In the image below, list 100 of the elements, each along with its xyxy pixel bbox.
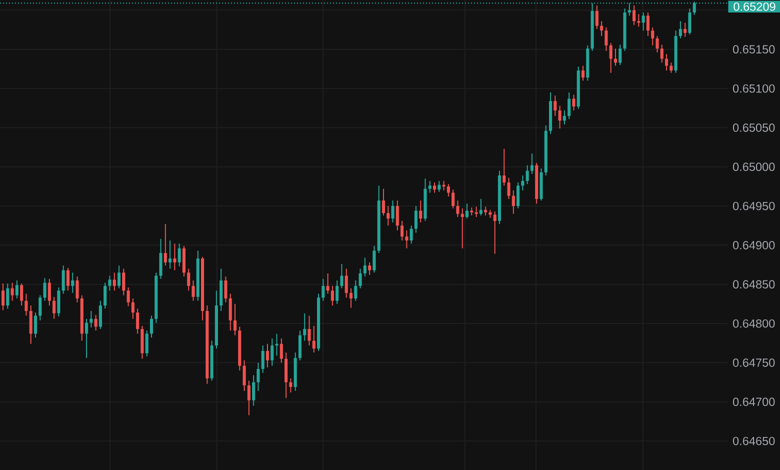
candlestick [526, 164, 529, 185]
candlestick [595, 4, 598, 30]
candlestick [368, 262, 372, 276]
candlestick [460, 208, 464, 249]
candlestick [452, 189, 455, 209]
candlestick [15, 280, 18, 299]
y-tick-label: 0.64950 [732, 202, 775, 210]
candlestick [308, 315, 311, 346]
y-tick-label: 0.65150 [732, 45, 775, 54]
candlestick [20, 283, 24, 306]
candlestick [126, 286, 130, 307]
y-tick-label: 0.64800 [732, 319, 775, 328]
candlestick [168, 240, 172, 270]
candlestick [428, 180, 432, 194]
candlestick [104, 282, 107, 310]
candlestick [94, 314, 98, 332]
candlestick [233, 303, 237, 336]
candlestick [336, 280, 339, 304]
candlestick [554, 95, 557, 116]
candlestick [688, 8, 692, 35]
candlestick [10, 282, 14, 302]
candlestick [256, 362, 260, 392]
candlestick [145, 330, 148, 357]
candlestick [71, 272, 74, 294]
candlestick [108, 275, 112, 292]
candlestick [419, 200, 422, 223]
candlestick [614, 48, 618, 66]
candlestick [261, 344, 264, 374]
candlestick [29, 304, 32, 344]
candlestick [632, 4, 636, 26]
candlestick [85, 318, 88, 358]
candlestick [637, 14, 640, 28]
candlestick [493, 210, 496, 254]
candlestick [572, 94, 576, 111]
y-tick-label: 0.65050 [732, 124, 775, 132]
candlestick [684, 22, 687, 38]
candlestick [604, 26, 608, 52]
candlestick [224, 276, 228, 303]
candlestick [344, 268, 348, 298]
candlestick [159, 238, 162, 280]
candlestick [651, 26, 654, 46]
candlestick [34, 312, 38, 338]
candlestick [446, 184, 450, 198]
candlestick [131, 298, 134, 320]
candlestick [568, 92, 571, 120]
candlestick [512, 190, 515, 214]
candlestick [66, 267, 70, 292]
candlestick [178, 243, 181, 267]
candlestick [646, 12, 650, 37]
candlestick [122, 268, 126, 296]
candlestick [465, 203, 469, 220]
candlestick [247, 380, 250, 416]
candlestick [136, 308, 140, 334]
candlestick [322, 278, 325, 302]
y-tick-label: 0.65000 [732, 162, 775, 172]
candlestick [456, 200, 460, 218]
candlestick [76, 276, 79, 303]
candlestick [618, 44, 622, 66]
candlestick [642, 12, 645, 32]
candlestick [252, 374, 256, 406]
candlestick [24, 293, 28, 316]
candlestick [98, 300, 102, 330]
candlestick [326, 272, 330, 294]
ref-line-label: 0.65209 [734, 2, 776, 11]
candlestick [562, 110, 566, 126]
candlestick [558, 105, 562, 129]
candlestick [382, 188, 386, 216]
candlestick [117, 265, 121, 289]
candlestick [275, 333, 278, 356]
candlestick [660, 44, 664, 64]
candlestick [405, 230, 408, 249]
candlestick [38, 294, 42, 321]
candlestick [414, 206, 418, 234]
candlestick [664, 54, 668, 71]
candlestick [358, 268, 362, 289]
candlestick [502, 148, 506, 186]
candlestick [391, 200, 394, 223]
candlestick [581, 65, 585, 82]
candlestick [52, 296, 56, 320]
candlestick [349, 288, 353, 308]
candlestick [187, 268, 190, 292]
candlestick [43, 278, 46, 302]
candlestick [354, 280, 358, 302]
candlestick [266, 343, 270, 368]
candlestick [410, 225, 413, 244]
candlestick [386, 206, 390, 226]
candlestick [600, 20, 604, 37]
y-tick-label: 0.64650 [732, 436, 775, 446]
candlestick [112, 272, 116, 292]
candlestick [438, 180, 441, 192]
candlestick [289, 378, 292, 393]
candlestick [474, 206, 478, 218]
candlestick [150, 315, 154, 338]
y-tick-label: 0.64900 [732, 241, 775, 250]
candlestick [442, 180, 446, 191]
candlestick [173, 243, 176, 271]
candlestick [303, 312, 306, 342]
candlestick [298, 330, 302, 361]
candlestick [330, 285, 334, 306]
candlestick [228, 293, 232, 332]
